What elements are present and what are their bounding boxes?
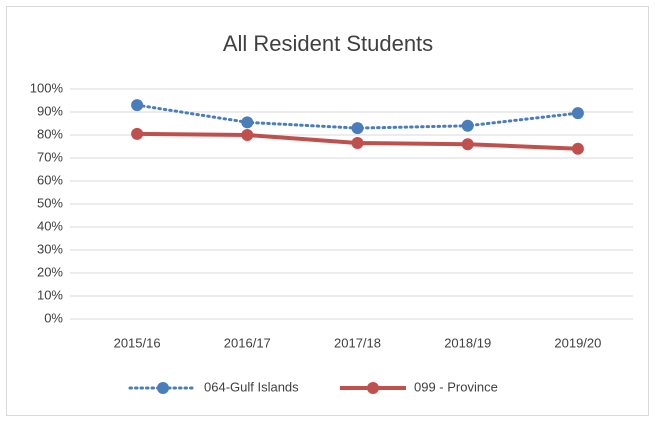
y-tick-label: 90% — [37, 103, 63, 118]
legend-label: 099 - Province — [414, 379, 498, 394]
y-tick-label: 0% — [44, 310, 63, 325]
data-point — [461, 119, 474, 132]
legend-label: 064-Gulf Islands — [204, 379, 299, 394]
x-tick-label: 2015/16 — [114, 335, 161, 350]
chart-title: All Resident Students — [223, 31, 433, 56]
legend-marker — [367, 382, 379, 394]
x-tick-label: 2019/20 — [554, 335, 601, 350]
data-point — [131, 99, 144, 112]
y-tick-label: 50% — [37, 195, 63, 210]
chart-border — [6, 6, 649, 416]
y-tick-label: 10% — [37, 287, 63, 302]
data-point — [571, 142, 584, 155]
data-point — [461, 138, 474, 151]
y-tick-label: 20% — [37, 264, 63, 279]
data-point — [351, 137, 364, 150]
x-tick-label: 2016/17 — [224, 335, 271, 350]
data-point — [241, 129, 254, 141]
y-tick-label: 60% — [37, 172, 63, 187]
y-tick-label: 30% — [37, 241, 63, 256]
y-tick-label: 70% — [37, 149, 63, 164]
legend-marker — [157, 382, 169, 394]
data-point — [351, 122, 364, 135]
data-point — [131, 127, 144, 140]
x-tick-label: 2018/19 — [444, 335, 491, 350]
data-point — [571, 107, 584, 120]
y-tick-label: 100% — [30, 80, 64, 95]
data-point — [241, 116, 254, 129]
x-tick-label: 2017/18 — [334, 335, 381, 350]
y-tick-label: 40% — [37, 218, 63, 233]
y-tick-label: 80% — [37, 126, 63, 141]
